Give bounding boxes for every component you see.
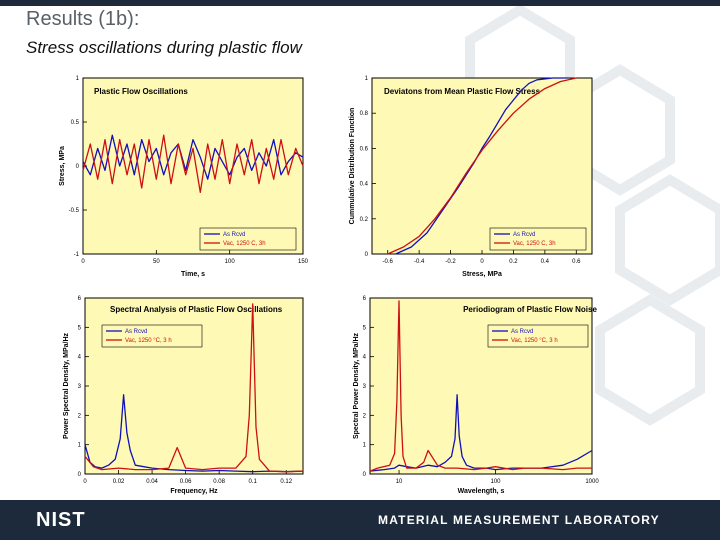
periodiogram-chart: Periodiogram of Plastic Flow Noise Wavel…: [353, 296, 599, 495]
y-axis-label: Power Spectral Density, MPa/Hz: [63, 332, 70, 439]
y-tick-label: 4: [78, 355, 82, 361]
x-axis-label: Wavelength, s: [458, 488, 505, 495]
x-tick-label: 50: [153, 259, 160, 265]
legend-series-1: As Rcvd: [125, 329, 147, 335]
y-tick-label: 1: [363, 443, 367, 449]
x-tick-label: 10: [396, 479, 403, 485]
y-tick-label: 5: [78, 325, 82, 331]
legend-series-2: Vac, 1250 °C, 3 h: [125, 338, 172, 344]
x-tick-label: 0.08: [213, 479, 225, 485]
plot-area: [371, 77, 593, 255]
chart-title: Plastic Flow Oscillations: [94, 87, 188, 96]
series-line-2: [369, 300, 592, 472]
x-axis-label: Time, s: [181, 271, 205, 278]
y-axis-label: Stress, MPa: [59, 146, 66, 186]
series-line-2: [84, 303, 304, 473]
slide-title: Results (1b):: [26, 8, 140, 30]
x-tick-label: 0.12: [280, 479, 292, 485]
footer-bar: NIST MATERIAL MEASUREMENT LABORATORY: [0, 500, 720, 540]
y-axis-label: Cummulative Distribution Function: [349, 108, 356, 225]
legend-series-2: Vac, 1250 C, 3h: [223, 241, 266, 247]
y-tick-label: 0: [365, 252, 369, 258]
y-tick-label: 4: [363, 355, 367, 361]
x-tick-label: 0.06: [180, 479, 192, 485]
y-tick-label: 1: [78, 443, 82, 449]
y-tick-label: 1: [365, 76, 369, 82]
y-tick-label: 0.5: [71, 120, 80, 126]
plot-area: [369, 297, 593, 475]
series-line-1: [82, 134, 304, 180]
x-tick-label: 0.04: [146, 479, 158, 485]
chart-title: Spectral Analysis of Plastic Flow Oscill…: [110, 305, 283, 314]
chart-title-text: Deviatons from Mean Plastic Flow Stress: [384, 87, 541, 96]
chart-title: Deviatons from Mean Plastic Flow Stress: [384, 87, 541, 96]
y-tick-label: 0.8: [360, 111, 369, 117]
x-tick-label: 0.4: [541, 259, 550, 265]
legend-series-1: As Rcvd: [223, 232, 245, 238]
cdf-stress-deviation-chart: Deviatons from Mean Plastic Flow Stress …: [349, 76, 593, 278]
y-tick-label: 0: [76, 164, 80, 170]
x-tick-label: 100: [491, 479, 502, 485]
y-tick-label: 0.4: [360, 182, 369, 188]
y-axis-label: Spectral Power Density, MPa/Hz: [353, 332, 360, 439]
legend-series-1: As Rcvd: [513, 232, 535, 238]
x-tick-label: 0.02: [113, 479, 125, 485]
x-tick-label: 150: [298, 259, 309, 265]
y-tick-label: 6: [363, 296, 367, 302]
slide-subtitle: Stress oscillations during plastic flow: [26, 38, 302, 57]
x-tick-label: -0.2: [445, 259, 456, 265]
x-axis-label: Frequency, Hz: [170, 488, 218, 495]
y-tick-label: -1: [74, 252, 80, 258]
y-tick-label: 0: [78, 472, 82, 478]
x-tick-label: -0.6: [383, 259, 394, 265]
spectral-analysis-chart: Spectral Analysis of Plastic Flow Oscill…: [63, 296, 304, 495]
y-tick-label: 0.2: [360, 217, 369, 223]
x-tick-label: 1000: [585, 479, 599, 485]
legend-series-2: Vac, 1250 C, 3h: [513, 241, 556, 247]
legend: As Rcvd Vac, 1250 °C, 3 h: [101, 324, 203, 348]
y-tick-label: -0.5: [69, 208, 80, 214]
x-tick-label: 0: [480, 259, 484, 265]
x-tick-label: 0.2: [509, 259, 518, 265]
x-tick-label: 100: [225, 259, 236, 265]
x-tick-label: 0: [81, 259, 85, 265]
legend: As Rcvd Vac, 1250 °C, 3 h: [487, 324, 589, 348]
y-tick-label: 5: [363, 325, 367, 331]
series-line-1: [84, 394, 304, 473]
legend: As Rcvd Vac, 1250 C, 3h: [199, 227, 297, 251]
x-tick-label: 0.6: [572, 259, 581, 265]
x-tick-label: 0.1: [249, 479, 258, 485]
y-tick-label: 2: [78, 413, 82, 419]
x-tick-label: -0.4: [414, 259, 425, 265]
legend-series-1: As Rcvd: [511, 329, 533, 335]
series-line-2: [82, 134, 304, 194]
legend: As Rcvd Vac, 1250 C, 3h: [489, 227, 587, 251]
y-tick-label: 0: [363, 472, 367, 478]
chart-title: Periodiogram of Plastic Flow Noise: [463, 305, 597, 314]
y-tick-label: 3: [78, 384, 82, 390]
y-tick-label: 0.6: [360, 146, 369, 152]
y-tick-label: 6: [78, 296, 82, 302]
y-tick-label: 3: [363, 384, 367, 390]
legend-series-2: Vac, 1250 °C, 3 h: [511, 338, 558, 344]
y-tick-label: 2: [363, 413, 367, 419]
plastic-flow-oscillations-chart: Plastic Flow Oscillations Time, s Stress…: [59, 76, 309, 278]
series-line-1: [395, 77, 569, 255]
top-bar: [0, 0, 720, 6]
x-axis-label: Stress, MPa: [462, 271, 502, 278]
y-tick-label: 1: [76, 76, 80, 82]
series-line-2: [387, 77, 577, 255]
lab-name: MATERIAL MEASUREMENT LABORATORY: [378, 513, 660, 527]
nist-logo: NIST: [36, 509, 86, 531]
x-tick-label: 0: [83, 479, 87, 485]
